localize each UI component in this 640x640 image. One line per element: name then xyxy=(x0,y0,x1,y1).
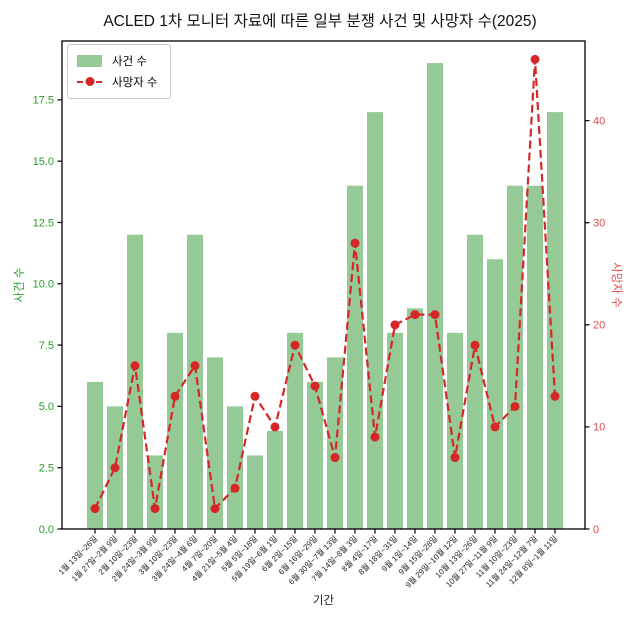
event-bar xyxy=(307,381,323,529)
death-marker xyxy=(110,463,120,473)
event-bar xyxy=(367,112,383,530)
legend-line-swatch xyxy=(77,76,102,86)
death-marker xyxy=(390,320,400,330)
event-bar xyxy=(267,430,283,529)
death-marker xyxy=(550,391,560,401)
legend-item-deaths: 사망자 수 xyxy=(77,71,158,92)
death-marker xyxy=(150,504,160,514)
legend: 사건 수 사망자 수 xyxy=(67,44,171,99)
event-bar xyxy=(487,259,503,529)
death-marker xyxy=(130,361,140,371)
event-bar xyxy=(247,455,263,529)
death-marker xyxy=(410,310,420,320)
event-bar xyxy=(387,332,403,529)
y-axis-label-right: 사망자 수 xyxy=(610,262,622,308)
legend-label-deaths: 사망자 수 xyxy=(112,76,158,89)
event-bar xyxy=(407,308,423,529)
y-left-tick-label: 10.0 xyxy=(33,279,54,291)
event-bar xyxy=(327,357,343,529)
legend-dot-icon xyxy=(85,76,94,86)
death-marker xyxy=(230,483,240,493)
death-marker xyxy=(530,54,540,64)
y-right-tick-label: 30 xyxy=(593,218,605,230)
y-left-tick-label: 17.5 xyxy=(33,95,54,107)
event-bar xyxy=(167,332,183,529)
death-marker xyxy=(290,340,300,350)
death-marker xyxy=(350,238,360,248)
event-bar xyxy=(447,332,463,529)
event-bar xyxy=(227,406,243,529)
event-bar xyxy=(507,185,523,529)
y-axis-label-left: 사건 수 xyxy=(14,267,26,303)
event-bar xyxy=(467,234,483,529)
death-marker xyxy=(270,422,280,432)
event-bar xyxy=(87,381,103,529)
event-bar xyxy=(287,332,303,529)
y-left-tick-label: 2.5 xyxy=(39,462,54,474)
y-left-tick-label: 15.0 xyxy=(33,156,54,168)
x-axis-label: 기간 xyxy=(312,595,335,607)
death-marker xyxy=(250,391,260,401)
death-marker xyxy=(310,381,320,391)
death-marker xyxy=(450,453,460,463)
y-right-tick-label: 20 xyxy=(593,320,605,332)
death-marker xyxy=(190,361,200,371)
legend-bar-swatch xyxy=(77,54,102,67)
y-left-tick-label: 12.5 xyxy=(33,217,54,229)
death-marker xyxy=(170,391,180,401)
y-right-tick-label: 10 xyxy=(593,422,605,434)
death-line xyxy=(94,59,557,511)
legend-item-events: 사건 수 xyxy=(77,50,158,71)
event-bar xyxy=(347,185,363,529)
death-marker xyxy=(430,310,440,320)
event-bar xyxy=(527,185,543,529)
death-marker xyxy=(210,504,220,514)
y-left-tick-label: 0.0 xyxy=(39,524,54,536)
death-marker xyxy=(330,453,340,463)
event-bar xyxy=(127,234,143,529)
chart-title: ACLED 1차 모니터 자료에 따른 일부 분쟁 사건 및 사망자 수(202… xyxy=(103,13,537,30)
y-left-tick-label: 5.0 xyxy=(39,401,54,413)
event-bar xyxy=(147,455,163,529)
death-marker xyxy=(510,401,520,411)
plot-border xyxy=(61,40,586,530)
death-marker xyxy=(490,422,500,432)
y-right-tick-label: 40 xyxy=(593,115,605,127)
death-marker xyxy=(370,432,380,442)
event-bar xyxy=(427,63,443,530)
event-bar xyxy=(187,234,203,529)
y-left-tick-label: 7.5 xyxy=(39,340,54,352)
event-bar xyxy=(547,112,563,530)
death-marker xyxy=(90,504,100,514)
y-right-tick-label: 0 xyxy=(593,524,599,536)
legend-label-events: 사건 수 xyxy=(112,55,147,68)
death-marker xyxy=(470,340,480,350)
